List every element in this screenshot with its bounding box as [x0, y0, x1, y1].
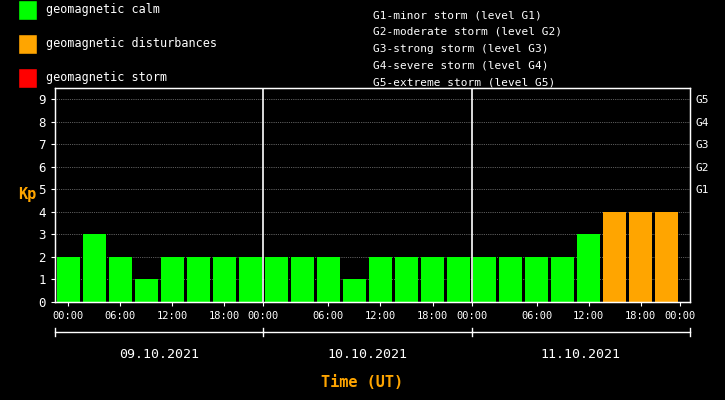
- Bar: [395, 257, 418, 302]
- Bar: [135, 280, 157, 302]
- Bar: [525, 257, 548, 302]
- Text: geomagnetic calm: geomagnetic calm: [46, 4, 160, 16]
- Bar: [317, 257, 340, 302]
- Bar: [499, 257, 522, 302]
- Bar: [369, 257, 392, 302]
- Bar: [239, 257, 262, 302]
- Bar: [421, 257, 444, 302]
- Bar: [291, 257, 314, 302]
- Bar: [213, 257, 236, 302]
- Bar: [447, 257, 470, 302]
- Text: G1-minor storm (level G1): G1-minor storm (level G1): [373, 10, 542, 20]
- Bar: [187, 257, 210, 302]
- Text: 09.10.2021: 09.10.2021: [119, 348, 199, 361]
- Bar: [655, 212, 678, 302]
- Bar: [629, 212, 652, 302]
- Bar: [343, 280, 366, 302]
- Text: geomagnetic disturbances: geomagnetic disturbances: [46, 38, 217, 50]
- Bar: [577, 234, 600, 302]
- Bar: [109, 257, 132, 302]
- Text: Time (UT): Time (UT): [321, 375, 404, 390]
- Text: 10.10.2021: 10.10.2021: [328, 348, 407, 361]
- Bar: [551, 257, 574, 302]
- Text: geomagnetic storm: geomagnetic storm: [46, 72, 167, 84]
- Y-axis label: Kp: Kp: [18, 188, 36, 202]
- Bar: [265, 257, 288, 302]
- Text: G3-strong storm (level G3): G3-strong storm (level G3): [373, 44, 549, 54]
- Bar: [473, 257, 496, 302]
- Bar: [161, 257, 183, 302]
- Text: G5-extreme storm (level G5): G5-extreme storm (level G5): [373, 77, 555, 87]
- Text: G2-moderate storm (level G2): G2-moderate storm (level G2): [373, 27, 563, 37]
- Text: 11.10.2021: 11.10.2021: [541, 348, 621, 361]
- Bar: [83, 234, 106, 302]
- Text: G4-severe storm (level G4): G4-severe storm (level G4): [373, 60, 549, 70]
- Bar: [603, 212, 626, 302]
- Bar: [57, 257, 80, 302]
